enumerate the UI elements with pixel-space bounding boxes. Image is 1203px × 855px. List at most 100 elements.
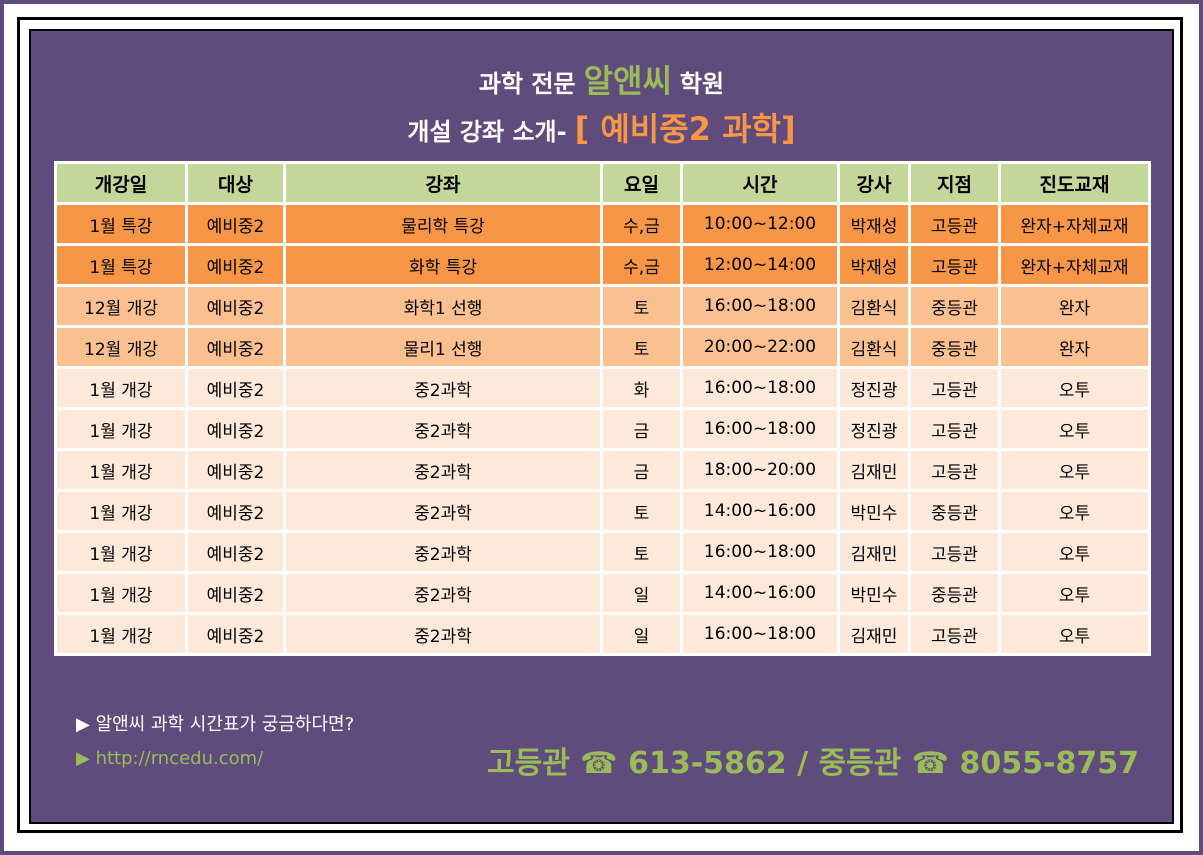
table-cell: 완자+자체교재 [998, 243, 1151, 287]
table-cell: 예비중2 [185, 530, 286, 574]
table-cell: 예비중2 [185, 407, 286, 451]
table-row: 12월 개강 예비중2 물리1 선행 토 20:00~22:00 김환식 중등관 완자 [54, 325, 1151, 369]
table-cell: 1월 특강 [54, 243, 188, 287]
schedule-table: 개강일 대상 강좌 요일 시간 강사 지점 진도교재 1월 특강 예비중2 물리학 특강 수,금 10… [54, 161, 1151, 656]
table-cell: 정진광 [837, 407, 911, 451]
column-header: 진도교재 [998, 161, 1151, 205]
table-cell: 화학1 선행 [283, 284, 603, 328]
table-cell: 중등관 [908, 489, 1001, 533]
table-cell: 예비중2 [185, 571, 286, 615]
table-cell: 예비중2 [185, 284, 286, 328]
subtitle-text: 개설 강좌 소개- [407, 118, 567, 146]
table-cell: 오투 [998, 366, 1151, 410]
table-cell: 박민수 [837, 571, 911, 615]
table-cell: 고등관 [908, 243, 1001, 287]
table-cell: 금 [600, 448, 683, 492]
table-cell: 완자 [998, 325, 1151, 369]
table-cell: 김재민 [837, 612, 911, 656]
table-cell: 1월 개강 [54, 448, 188, 492]
footer-contact: 고등관 ☎ 613-5862 / 중등관 ☎ 8055-8757 [487, 746, 1139, 781]
table-cell: 중등관 [908, 325, 1001, 369]
table-row: 1월 개강 예비중2 중2과학 일 14:00~16:00 박민수 중등관 오투 [54, 571, 1151, 615]
table-cell: 중2과학 [283, 489, 603, 533]
table-row: 1월 특강 예비중2 물리학 특강 수,금 10:00~12:00 박재성 고등관 완자+자체… [54, 202, 1151, 246]
course-name: [ 예비중2 과학] [574, 110, 796, 148]
table-cell: 예비중2 [185, 366, 286, 410]
table-cell: 중등관 [908, 571, 1001, 615]
table-cell: 고등관 [908, 612, 1001, 656]
table-cell: 일 [600, 612, 683, 656]
header-row: 개강일 대상 강좌 요일 시간 강사 지점 진도교재 [54, 161, 1151, 205]
table-cell: 금 [600, 407, 683, 451]
table-cell: 1월 개강 [54, 530, 188, 574]
frame [17, 17, 1183, 833]
table-cell: 예비중2 [185, 448, 286, 492]
table-cell: 중2과학 [283, 612, 603, 656]
table-cell: 10:00~12:00 [680, 202, 840, 246]
table-cell: 화 [600, 366, 683, 410]
column-header: 강좌 [283, 161, 603, 205]
column-header: 시간 [680, 161, 840, 205]
table-cell: 16:00~18:00 [680, 407, 840, 451]
table-cell: 오투 [998, 407, 1151, 451]
table-cell: 김환식 [837, 284, 911, 328]
column-header: 지점 [908, 161, 1001, 205]
column-header: 강사 [837, 161, 911, 205]
table-cell: 중2과학 [283, 448, 603, 492]
table-cell: 오투 [998, 489, 1151, 533]
subtitle-line: 개설 강좌 소개-[ 예비중2 과학] [0, 104, 1203, 150]
table-cell: 토 [600, 530, 683, 574]
title-line: 과학 전문 알앤씨 학원 [0, 56, 1203, 102]
table-cell: 오투 [998, 530, 1151, 574]
footer-url[interactable]: ▶ http://rncedu.com/ [76, 748, 264, 769]
table-cell: 중등관 [908, 284, 1001, 328]
table-cell: 14:00~16:00 [680, 571, 840, 615]
table-cell: 예비중2 [185, 202, 286, 246]
table-cell: 토 [600, 489, 683, 533]
table-cell: 일 [600, 571, 683, 615]
table-cell: 화학 특강 [283, 243, 603, 287]
table-cell: 중2과학 [283, 407, 603, 451]
table-row: 1월 개강 예비중2 중2과학 금 16:00~18:00 정진광 고등관 오투 [54, 407, 1151, 451]
table-cell: 토 [600, 284, 683, 328]
table-cell: 오투 [998, 571, 1151, 615]
table-cell: 김환식 [837, 325, 911, 369]
table-cell: 예비중2 [185, 243, 286, 287]
table-cell: 16:00~18:00 [680, 284, 840, 328]
column-header: 대상 [185, 161, 286, 205]
table-cell: 12:00~14:00 [680, 243, 840, 287]
table-cell: 물리학 특강 [283, 202, 603, 246]
table-cell: 1월 특강 [54, 202, 188, 246]
brand: 알앤씨 [583, 62, 672, 100]
table-cell: 16:00~18:00 [680, 612, 840, 656]
table-row: 1월 개강 예비중2 중2과학 토 16:00~18:00 김재민 고등관 오투 [54, 530, 1151, 574]
table-cell: 고등관 [908, 530, 1001, 574]
table-cell: 정진광 [837, 366, 911, 410]
table-cell: 고등관 [908, 407, 1001, 451]
table-cell: 예비중2 [185, 325, 286, 369]
table-cell: 예비중2 [185, 489, 286, 533]
table-cell: 14:00~16:00 [680, 489, 840, 533]
table-cell: 1월 개강 [54, 407, 188, 451]
column-header: 요일 [600, 161, 683, 205]
table-cell: 1월 개강 [54, 366, 188, 410]
table-cell: 20:00~22:00 [680, 325, 840, 369]
table-cell: 김재민 [837, 448, 911, 492]
table-row: 1월 특강 예비중2 화학 특강 수,금 12:00~14:00 박재성 고등관 완자+자체교… [54, 243, 1151, 287]
table-cell: 중2과학 [283, 530, 603, 574]
table-row: 1월 개강 예비중2 중2과학 화 16:00~18:00 정진광 고등관 오투 [54, 366, 1151, 410]
table-cell: 12월 개강 [54, 325, 188, 369]
table-cell: 오투 [998, 612, 1151, 656]
table-cell: 박재성 [837, 243, 911, 287]
table-cell: 12월 개강 [54, 284, 188, 328]
table-cell: 고등관 [908, 366, 1001, 410]
table-cell: 예비중2 [185, 612, 286, 656]
table-cell: 18:00~20:00 [680, 448, 840, 492]
table-cell: 중2과학 [283, 366, 603, 410]
table-row: 1월 개강 예비중2 중2과학 토 14:00~16:00 박민수 중등관 오투 [54, 489, 1151, 533]
table-cell: 완자+자체교재 [998, 202, 1151, 246]
title-text: 학원 [679, 70, 725, 98]
table-cell: 토 [600, 325, 683, 369]
column-header: 개강일 [54, 161, 188, 205]
